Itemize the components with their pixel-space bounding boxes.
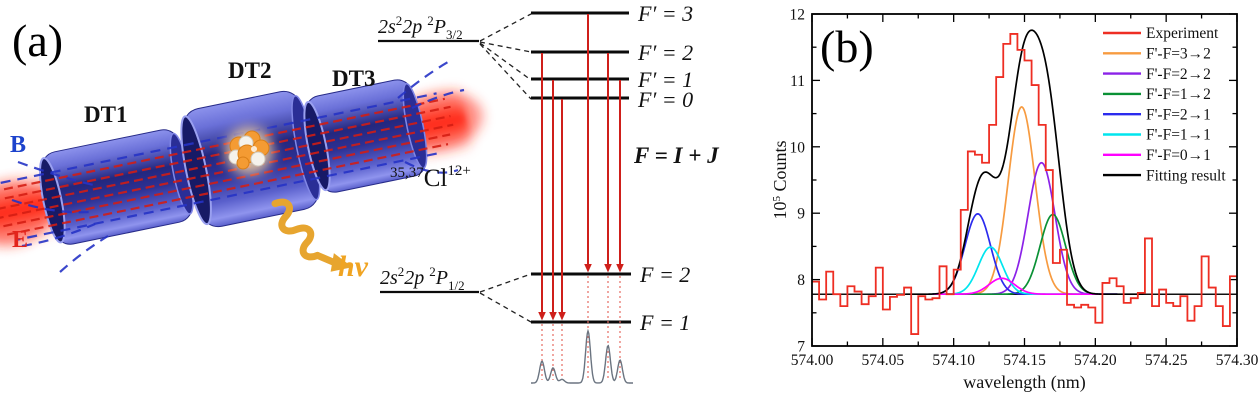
drift-tube-1 <box>38 129 194 245</box>
dt1-label: DT1 <box>84 102 127 127</box>
dt3-label: DT3 <box>332 66 375 91</box>
lower-term-label: 2s22p 2P1/2 <box>380 264 465 293</box>
experiment-histogram <box>812 33 1237 335</box>
y-tick-label: 8 <box>797 272 805 289</box>
panel-b-chart: 574.00 574.05 574.10 574.15 574.20 574.25 574.… <box>770 7 1258 394</box>
legend: Experiment F'-F=3→2 F'-F=2→2 F'-F=1→2 F'-F=2… <box>1103 25 1226 184</box>
y-axis-label: 105 Counts <box>770 140 790 219</box>
fit-curve <box>905 29 1144 296</box>
level-label-fp1: F′ = 1 <box>637 67 693 92</box>
fan-line <box>479 13 532 42</box>
panel-a-label: (a) <box>12 15 63 66</box>
photon-label: hν <box>338 250 369 283</box>
legend-label: Experiment <box>1146 25 1219 42</box>
x-tick-label: 574.10 <box>932 352 975 369</box>
transition-arrows <box>538 14 624 321</box>
transition-projections <box>541 276 621 380</box>
legend-label: F'-F=3→2 <box>1146 46 1211 63</box>
ion-label: 35,37Cl12+ <box>390 163 471 192</box>
fan-line <box>479 42 532 81</box>
y-tick-label: 12 <box>790 7 806 24</box>
level-label-fp2: F′ = 2 <box>637 40 693 65</box>
y-tick-label: 7 <box>797 339 805 356</box>
x-tick-label: 574.15 <box>1003 352 1046 369</box>
photon-arrow <box>271 198 353 272</box>
ion-cluster <box>225 127 273 175</box>
coupling-equation: F = I + J <box>633 143 720 168</box>
b-field-lines <box>11 61 465 273</box>
e-field-label: E <box>12 227 28 253</box>
ion-beam-dashes <box>0 92 454 241</box>
x-tick-label: 574.30 <box>1216 352 1258 369</box>
b-field-label: B <box>10 132 26 158</box>
legend-label: Fitting result <box>1146 167 1226 184</box>
fan-line <box>479 273 532 293</box>
fan-line <box>479 292 532 323</box>
component-curve-5 <box>932 277 1118 296</box>
legend-label: F'-F=2→2 <box>1146 66 1211 83</box>
x-tick-label: 574.00 <box>791 352 834 369</box>
plot-frame <box>811 13 1238 347</box>
fan-line <box>479 41 532 53</box>
panel-a: (a) DT1 DT2 DT3 B E hν 35,37Cl12+ 2s22p 2… <box>0 1 720 384</box>
y-tick-label: 11 <box>790 73 805 90</box>
legend-label: F'-F=0→1 <box>1146 147 1211 164</box>
level-label-fp3: F′ = 3 <box>637 1 693 26</box>
legend-label: F'-F=1→2 <box>1146 86 1211 103</box>
legend-label: F'-F=2→1 <box>1146 106 1211 123</box>
y-tick-label: 10 <box>790 139 806 156</box>
mini-spectrum <box>531 328 633 384</box>
panel-b-label: (b) <box>820 21 874 72</box>
fan-line <box>479 43 532 100</box>
level-label-f2: F = 2 <box>639 262 690 287</box>
level-label-fp0: F′ = 0 <box>637 87 693 112</box>
legend-label: F'-F=1→1 <box>1146 127 1211 144</box>
x-tick-label: 574.25 <box>1145 352 1188 369</box>
upper-term-label: 2s22p 2P3/2 <box>378 13 463 42</box>
x-tick-label: 574.20 <box>1074 352 1117 369</box>
x-tick-label: 574.05 <box>862 352 905 369</box>
level-label-f1: F = 1 <box>639 310 690 335</box>
x-axis-label: wavelength (nm) <box>963 372 1085 393</box>
dt2-label: DT2 <box>228 58 271 83</box>
y-tick-label: 9 <box>797 206 805 223</box>
